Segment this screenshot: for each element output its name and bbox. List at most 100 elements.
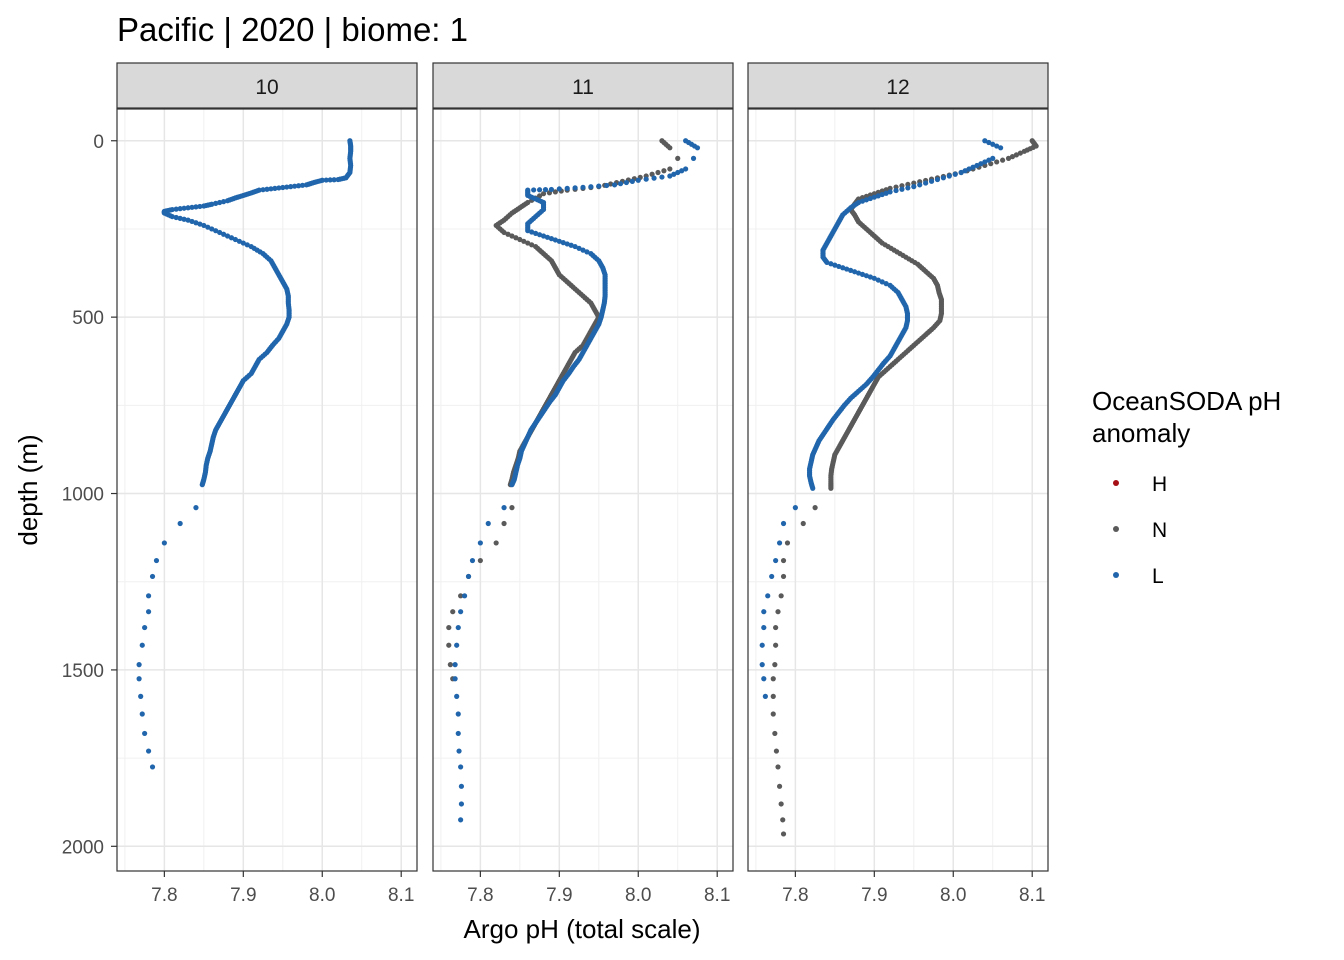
- data-point: [529, 229, 535, 235]
- data-point: [675, 155, 681, 161]
- data-point: [1021, 148, 1027, 154]
- data-point: [145, 748, 152, 754]
- data-point: [867, 195, 873, 202]
- data-point: [456, 748, 462, 754]
- data-point: [990, 141, 996, 147]
- data-point: [667, 173, 673, 179]
- data-point: [177, 520, 183, 527]
- data-point: [812, 505, 818, 511]
- legend-label: H: [1152, 473, 1167, 496]
- grid-lines: [433, 109, 733, 871]
- data-point: [455, 624, 461, 631]
- data-point: [145, 609, 152, 615]
- data-point: [871, 275, 877, 281]
- x-tick-label: 8.0: [625, 885, 651, 906]
- data-point: [844, 266, 850, 272]
- data-point: [295, 183, 302, 189]
- series-L: [759, 138, 1004, 699]
- data-point: [197, 203, 203, 210]
- data-point: [879, 191, 885, 198]
- data-point: [493, 540, 499, 546]
- panel-border: [116, 108, 418, 872]
- data-point: [800, 520, 806, 527]
- x-tick-label: 7.8: [151, 885, 177, 906]
- data-point: [773, 624, 779, 631]
- legend-key: [1113, 526, 1119, 532]
- data-point: [883, 190, 889, 196]
- legend-title-line-1: OceanSODA pH: [1092, 386, 1281, 416]
- data-point: [544, 234, 551, 240]
- data-point: [145, 593, 152, 599]
- facet-strip-label: 10: [255, 76, 278, 99]
- data-point: [659, 174, 665, 180]
- data-point: [556, 186, 562, 192]
- legend-entry-L: L: [1113, 565, 1164, 588]
- facet-panel-11: 11: [432, 62, 734, 872]
- data-point: [284, 184, 290, 190]
- data-point: [775, 764, 781, 770]
- data-point: [604, 182, 610, 189]
- legend-key: [1113, 572, 1119, 578]
- panel-background: [433, 109, 733, 871]
- data-point: [651, 175, 657, 181]
- data-point: [1000, 157, 1006, 163]
- data-point: [608, 181, 614, 187]
- facet-strip: [747, 62, 1049, 109]
- y-tick-label: 0: [93, 132, 104, 153]
- data-point: [224, 233, 231, 239]
- data-point: [477, 540, 483, 546]
- y-tick-label: 1000: [62, 485, 104, 506]
- data-point: [962, 168, 968, 174]
- data-point: [197, 221, 203, 227]
- legend-label: N: [1152, 519, 1167, 542]
- x-axes: 7.8 7.9 8.0 8.1 7.8 7.9 8.0 8.1 7.8 7.9 8.0 8.1: [151, 871, 1045, 906]
- y-axis-title: depth (m): [13, 434, 43, 545]
- data-point: [762, 693, 768, 699]
- data-point: [772, 730, 778, 737]
- data-point: [776, 783, 783, 789]
- legend-title-line-2: anomaly: [1092, 418, 1190, 448]
- data-point: [185, 205, 191, 211]
- data-point: [775, 609, 781, 615]
- facet-strip: [432, 62, 734, 109]
- x-axis-12: 7.8 7.9 8.0 8.1: [782, 871, 1045, 906]
- data-point: [859, 271, 866, 277]
- data-point: [169, 213, 175, 220]
- grid-lines: [117, 109, 417, 871]
- data-point: [649, 171, 655, 177]
- data-point: [458, 783, 465, 789]
- data-point: [694, 145, 701, 151]
- data-point: [220, 231, 227, 237]
- data-point: [923, 180, 929, 186]
- data-point: [458, 609, 464, 615]
- facet-panel-10: 10: [116, 62, 418, 872]
- data-point: [224, 198, 231, 204]
- data-point: [792, 505, 798, 511]
- data-point: [958, 169, 964, 176]
- data-point: [452, 662, 458, 668]
- data-point: [288, 184, 294, 190]
- data-point: [540, 191, 547, 197]
- data-point: [572, 185, 578, 191]
- data-point: [136, 662, 142, 668]
- data-point: [272, 185, 278, 191]
- data-point: [240, 240, 246, 246]
- data-point: [824, 259, 830, 266]
- data-point: [911, 184, 917, 190]
- data-point: [455, 711, 461, 717]
- data-point: [661, 168, 667, 174]
- data-point: [268, 186, 274, 192]
- y-tick-label: 2000: [62, 837, 104, 858]
- data-point: [509, 482, 515, 488]
- data-point: [928, 178, 935, 184]
- data-point: [177, 206, 183, 212]
- data-point: [199, 482, 205, 488]
- data-point: [776, 540, 783, 546]
- data-point: [458, 817, 464, 823]
- data-point: [671, 171, 677, 177]
- facet-strip-label: 12: [886, 76, 909, 99]
- data-point: [244, 242, 250, 248]
- panel-background: [117, 109, 417, 871]
- data-point: [232, 236, 239, 243]
- data-point: [875, 277, 881, 283]
